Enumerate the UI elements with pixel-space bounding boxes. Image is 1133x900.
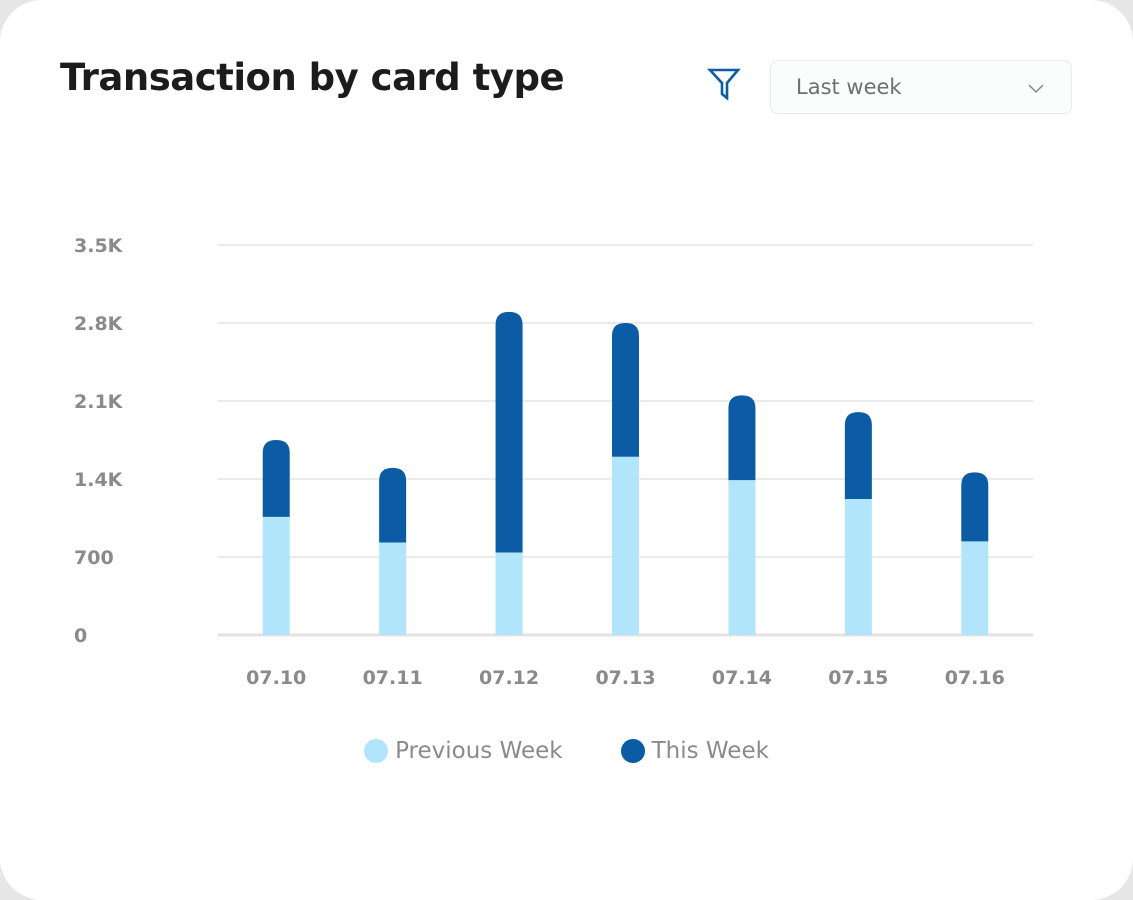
bar-previous-week [379,542,407,635]
y-tick-label: 0 [74,625,87,647]
bar-previous-week [495,552,523,635]
y-tick-label: 1.4K [74,469,124,491]
bar-this-week [495,311,523,553]
legend-dot-icon [364,739,389,763]
bar-previous-week [728,480,756,635]
x-tick-label: 07.13 [595,667,655,689]
x-tick-label: 07.10 [246,667,306,689]
legend-label: This Week [651,738,769,764]
bar-chart: 0 700 1.4K 2.1K 2.8K 3.5K 07.10 07.11 07.12 07.13… [74,235,1033,689]
y-tick-label: 700 [74,547,114,569]
x-tick-label: 07.15 [828,667,888,689]
period-select[interactable]: Last week [770,60,1072,114]
bar-this-week [728,395,756,481]
bar-this-week [961,472,989,542]
card-title: Transaction by card type [60,56,565,99]
filter-icon[interactable] [706,66,742,102]
bar-this-week [379,467,407,543]
x-tick-label: 07.12 [479,667,539,689]
y-tick-label: 3.5K [74,235,124,257]
bar-previous-week [612,456,639,635]
legend-item[interactable]: This Week [620,738,769,764]
y-tick-label: 2.8K [74,313,124,335]
x-tick-label: 07.16 [945,667,1005,689]
legend: Previous Week This Week [0,738,1133,764]
legend-dot-icon [620,739,645,763]
bar-this-week [262,440,290,517]
period-select-value: Last week [796,75,902,99]
legend-label: Previous Week [395,738,563,764]
bar-this-week [612,323,639,457]
bar-this-week [844,412,872,500]
bar-previous-week [262,516,290,635]
legend-item[interactable]: Previous Week [364,738,563,764]
x-tick-label: 07.14 [712,667,772,689]
bar-previous-week [844,499,872,635]
x-tick-label: 07.11 [363,667,423,689]
bar-previous-week [961,541,989,635]
chevron-down-icon [1027,79,1045,98]
y-tick-label: 2.1K [74,391,124,413]
